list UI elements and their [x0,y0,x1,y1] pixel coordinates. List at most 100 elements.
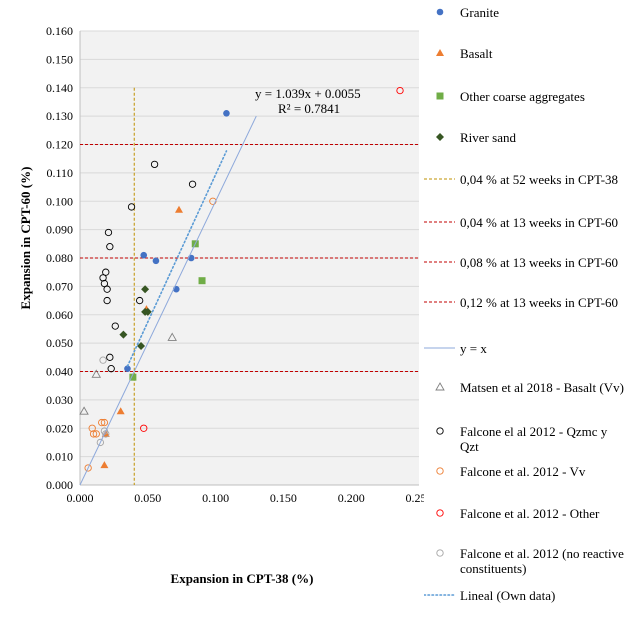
legend-symbol [436,92,444,100]
x-tick-label: 0.250 [406,491,425,505]
data-point [103,285,111,293]
data-point [140,424,148,432]
data-point [96,438,104,447]
legend-label: Falcone et al. 2012 - Other [460,506,600,521]
y-tick-label: 0.110 [46,166,73,180]
y-tick-label: 0.010 [46,450,73,464]
legend-label: Granite [460,5,499,20]
legend-label: Falcone et al. 2012 - Vv [460,464,586,479]
legend-marker [436,49,444,56]
y-tick-label: 0.000 [46,478,73,492]
y-tick-label: 0.060 [46,308,73,322]
legend-symbol [424,261,455,263]
legend-marker [435,382,445,391]
legend-label: Other coarse aggregates [460,89,585,104]
data-point [99,356,107,364]
data-point [143,307,152,316]
data-point [116,407,125,415]
trendline-own-data [126,150,228,368]
scatter-chart: 0.000 0.010 0.020 0.030 0.040 0.050 0.060 0.070… [18,24,425,586]
legend-marker [436,133,444,141]
y-tick-label: 0.100 [46,194,73,208]
data-point [141,285,150,294]
x-tick-label: 0.200 [338,491,365,505]
data-point [102,268,110,276]
data-point [396,86,404,95]
legend-label: y = x [460,341,487,356]
legend-label: Lineal (Own data) [460,588,556,603]
data-point [79,406,89,415]
data-point [119,330,128,339]
x-axis-title: Expansion in CPT-38 (%) [171,571,314,586]
trendlines [79,115,257,486]
data-point [137,341,146,350]
data-point [100,418,109,427]
legend-symbol [436,427,444,435]
data-point [104,228,113,237]
legend-label: 0,12 % at 13 weeks in CPT-60 [460,295,619,310]
y-tick-label: 0.120 [46,138,73,152]
y-axis-title: Expansion in CPT-60 (%) [18,167,33,310]
x-tick-label: 0.050 [134,491,161,505]
y-tick-label: 0.040 [46,365,73,379]
y-tick-label: 0.030 [46,393,73,407]
legend-symbol [424,221,455,223]
x-tick-label: 0.000 [67,491,94,505]
legend-label: River sand [460,130,516,145]
data-point [92,430,100,438]
data-point [107,365,115,373]
legend-symbol [435,382,445,391]
data-point [150,160,159,169]
legend: Granite Basalt Other coarse aggregates Rive… [424,0,627,626]
x-axis-ticks: 0.000 0.050 0.100 0.150 0.200 0.250 [67,491,425,505]
legend-symbol [436,549,444,557]
data-point [100,461,109,469]
legend-label: 0,04 % at 52 weeks in CPT-38 [460,172,619,187]
data-point [198,277,206,285]
legend-label: Falcone el al 2012 - Qzmc y Qzt [460,424,608,454]
data-point [98,418,106,427]
legend-label: Basalt [460,46,493,61]
legend-label: 0,04 % at 13 weeks in CPT-60 [460,215,619,230]
data-point [152,257,160,265]
y-tick-label: 0.050 [46,336,73,350]
legend-symbol [436,133,444,141]
data-point [127,203,136,211]
y-tick-label: 0.130 [46,109,73,123]
legend-symbol [424,347,455,349]
data-point [174,205,183,213]
legend-symbol [436,8,444,16]
legend-symbol [424,301,455,303]
r-squared-label: R² = 0.7841 [278,101,340,116]
data-point [84,464,92,472]
data-point [106,353,114,361]
legend-marker [436,427,444,435]
legend-marker [436,467,444,475]
data-point [167,332,177,341]
data-markers [79,86,404,472]
legend-marker [436,8,444,16]
data-point [103,296,111,305]
data-point [136,296,144,305]
data-point [140,251,148,259]
data-point [91,369,102,378]
legend-label: 0,08 % at 13 weeks in CPT-60 [460,255,619,270]
data-point [111,322,119,330]
y-tick-label: 0.150 [46,52,73,66]
legend-label: Falcone et al. 2012 (no reactive constit… [460,546,624,576]
y-tick-label: 0.070 [46,279,73,293]
data-point [88,424,96,432]
y-tick-label: 0.090 [46,223,73,237]
data-point [124,365,131,372]
x-tick-label: 0.100 [202,491,229,505]
identity-line [79,115,257,486]
legend-symbol [436,467,444,475]
y-tick-label: 0.140 [46,81,73,95]
x-tick-label: 0.150 [270,491,297,505]
legend-marker [436,92,444,100]
data-point [223,109,230,117]
data-point [100,279,109,288]
legend-symbol [424,178,455,180]
legend-marker [436,509,444,517]
legend-symbol [424,594,456,596]
